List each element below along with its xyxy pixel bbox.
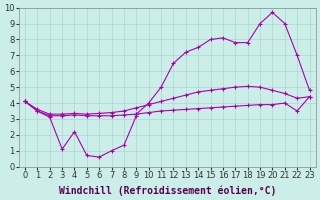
X-axis label: Windchill (Refroidissement éolien,°C): Windchill (Refroidissement éolien,°C) [59,185,276,196]
